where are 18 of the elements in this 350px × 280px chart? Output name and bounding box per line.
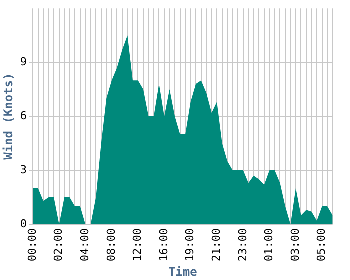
x-tick-label: 16:00 — [157, 228, 170, 262]
x-tick-label: 08:00 — [104, 228, 118, 262]
x-axis-title: Time — [168, 264, 198, 279]
x-tick-label: 05:00 — [315, 228, 328, 262]
x-tick-label: 21:00 — [210, 228, 223, 262]
y-tick-label: 9 — [20, 55, 28, 68]
x-tick-label: 23:00 — [236, 228, 250, 262]
x-tick-label: 03:00 — [288, 228, 302, 262]
y-tick-label: 6 — [20, 109, 28, 122]
y-tick-label: 3 — [20, 163, 28, 176]
y-axis-title: Wind (Knots) — [1, 73, 16, 160]
x-tick-label: 04:00 — [78, 228, 92, 262]
y-tick-label: 0 — [20, 217, 28, 230]
x-tick-label: 02:00 — [52, 228, 66, 262]
x-tick-label: 19:00 — [184, 228, 197, 262]
x-tick-label: 00:00 — [26, 228, 39, 262]
x-tick-label: 12:00 — [131, 228, 144, 262]
x-tick-label: 01:00 — [262, 228, 276, 262]
